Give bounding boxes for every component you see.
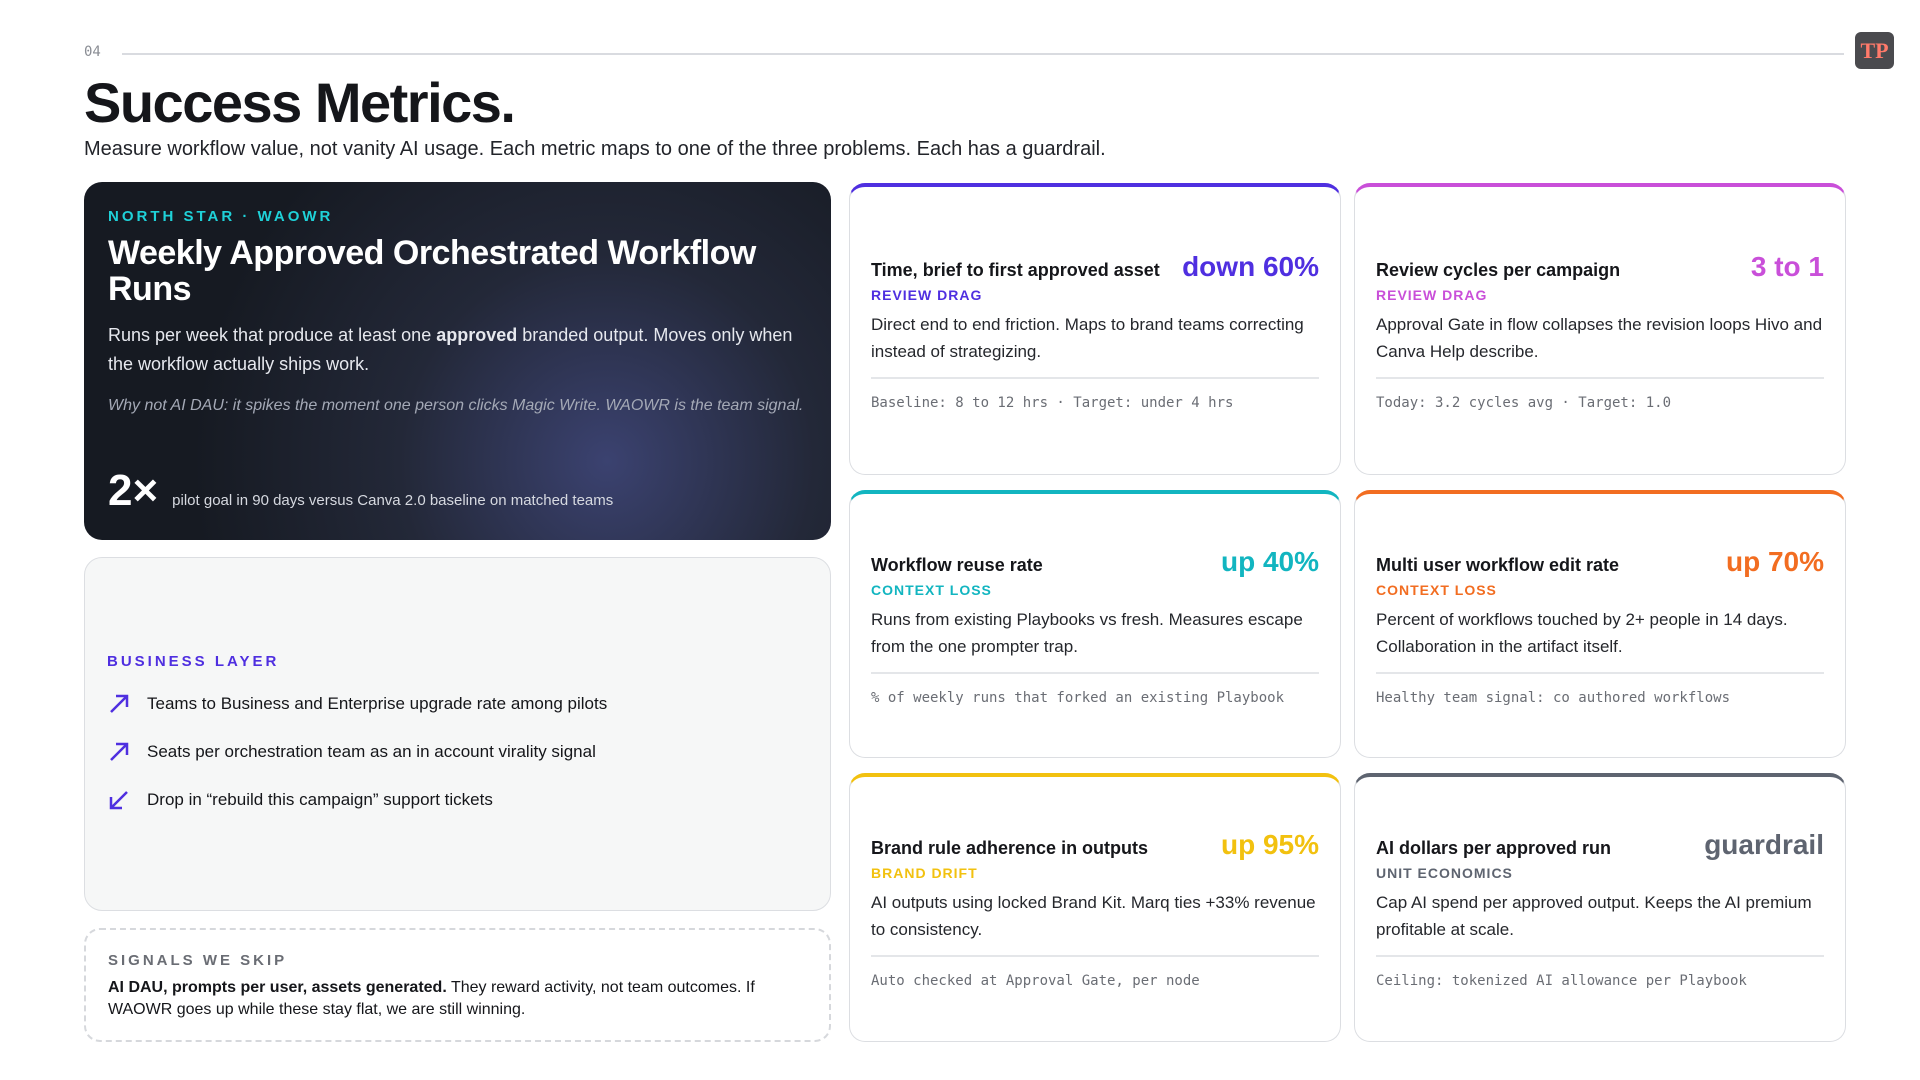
metric-card: Time, brief to first approved asset down … xyxy=(849,183,1341,475)
item-text: Drop in “rebuild this campaign” support … xyxy=(147,790,493,809)
metric-title: AI dollars per approved run xyxy=(1376,838,1612,858)
subtitle: Measure workflow value, not vanity AI us… xyxy=(84,138,1106,160)
metric-header: Review cycles per campaign 3 to 1 xyxy=(1376,251,1824,283)
north-star-card: NORTH STAR · WAOWR Weekly Approved Orche… xyxy=(84,182,831,540)
metric-header: Multi user workflow edit rate up 70% xyxy=(1376,546,1824,578)
metric-description: Approval Gate in flow collapses the revi… xyxy=(1376,314,1823,361)
metric-description: Cap AI spend per approved output. Keeps … xyxy=(1376,893,1812,939)
metric-header: Time, brief to first approved asset down … xyxy=(871,251,1319,283)
metric-footer: Today: 3.2 cycles avg · Target: 1.0 xyxy=(1376,394,1672,411)
arrow-up-icon xyxy=(110,694,129,713)
metric-value: guardrail xyxy=(1704,829,1824,860)
metric-footer: Ceiling: tokenized AI allowance per Play… xyxy=(1376,973,1747,989)
metric-card: Review cycles per campaign 3 to 1 REVIEW D… xyxy=(1354,183,1846,475)
metric-header: Workflow reuse rate up 40% xyxy=(871,546,1319,578)
description: Runs per week that produce at least one … xyxy=(108,321,807,379)
divider xyxy=(1376,955,1824,957)
section-heading: BUSINESS LAYER xyxy=(107,653,280,670)
list-item: Seats per orchestration team as an in ac… xyxy=(107,728,808,776)
metric-tag: BRAND DRIFT xyxy=(871,865,978,881)
metric-description: Percent of workflows touched by 2+ peopl… xyxy=(1376,609,1788,656)
eyebrow: NORTH STAR · WAOWR xyxy=(108,208,334,225)
metric-header: AI dollars per approved run guardrail xyxy=(1376,829,1824,861)
metric-title: Multi user workflow edit rate xyxy=(1376,554,1620,575)
metric-tag: REVIEW DRAG xyxy=(871,286,983,303)
metric-footer: Baseline: 8 to 12 hrs · Target: under 4 … xyxy=(871,394,1234,411)
text: They reward activity, not team outcomes.… xyxy=(108,979,755,1018)
metric-tag: CONTEXT LOSS xyxy=(871,581,992,598)
arrow-down-icon xyxy=(109,791,128,810)
metric-card: Brand rule adherence in outputs up 95% BRA… xyxy=(849,773,1341,1042)
body: AI DAU, prompts per user, assets generat… xyxy=(108,977,807,1021)
metric-description: AI outputs using locked Brand Kit. Marq … xyxy=(871,893,1316,939)
divider xyxy=(1376,376,1824,379)
metric-tag: REVIEW DRAG xyxy=(1376,286,1488,303)
metric-value: up 40% xyxy=(1220,545,1319,577)
stat-caption: pilot goal in 90 days versus Canva 2.0 b… xyxy=(172,492,614,509)
signals-skip-card: SIGNALS WE SKIP AI DAU, prompts per user… xyxy=(84,928,831,1042)
card-title: Weekly Approved Orchestrated Workflow Ru… xyxy=(108,234,756,308)
metric-title: Review cycles per campaign xyxy=(1376,259,1621,280)
list: Teams to Business and Enterprise upgrade… xyxy=(107,680,808,824)
metric-footer: % of weekly runs that forked an existing… xyxy=(871,689,1285,706)
text: Runs per week that produce at least one xyxy=(108,325,437,345)
metric-value: down 60% xyxy=(1182,250,1319,282)
metric-card: Workflow reuse rate up 40% CONTEXT LOSS Run… xyxy=(849,490,1341,758)
page-number: 04 xyxy=(84,44,101,60)
metric-value: up 95% xyxy=(1220,829,1319,860)
text: branded output. Moves only when the work… xyxy=(108,325,793,374)
item-text: Seats per orchestration team as an in ac… xyxy=(147,742,596,761)
metric-card: AI dollars per approved run guardrail UNIT… xyxy=(1354,773,1846,1042)
logo: TP xyxy=(1855,32,1894,69)
metric-tag: CONTEXT LOSS xyxy=(1376,581,1497,598)
metric-value: up 70% xyxy=(1725,545,1824,577)
stat: 2× pilot goal in 90 days versus Canva 2.… xyxy=(108,466,613,516)
metric-header: Brand rule adherence in outputs up 95% xyxy=(871,829,1319,861)
stat-value: 2× xyxy=(108,466,159,515)
emphasis: AI DAU, prompts per user, assets generat… xyxy=(108,979,447,996)
metric-tag: UNIT ECONOMICS xyxy=(1376,865,1513,881)
divider xyxy=(871,376,1319,379)
list-item: Drop in “rebuild this campaign” support … xyxy=(107,776,808,824)
divider xyxy=(1376,671,1824,674)
list-item: Teams to Business and Enterprise upgrade… xyxy=(107,680,808,728)
note: Why not AI DAU: it spikes the moment one… xyxy=(108,397,804,414)
metric-footer: Auto checked at Approval Gate, per node xyxy=(871,973,1200,989)
business-layer-card: BUSINESS LAYER Teams to Business and Ent… xyxy=(84,557,831,911)
metric-value: 3 to 1 xyxy=(1750,250,1824,282)
divider xyxy=(871,955,1319,957)
metric-footer: Healthy team signal: co authored workflo… xyxy=(1376,689,1731,706)
metric-card: Multi user workflow edit rate up 70% CONTE… xyxy=(1354,490,1846,758)
header-rule xyxy=(122,53,1844,55)
metric-description: Direct end to end friction. Maps to bran… xyxy=(871,314,1304,361)
metric-title: Brand rule adherence in outputs xyxy=(871,838,1149,858)
arrow-up-icon xyxy=(110,742,129,761)
section-heading: SIGNALS WE SKIP xyxy=(108,952,288,969)
metric-title: Workflow reuse rate xyxy=(871,554,1043,575)
divider xyxy=(871,671,1319,674)
emphasis: approved xyxy=(436,325,518,345)
metric-description: Runs from existing Playbooks vs fresh. M… xyxy=(871,609,1303,656)
item-text: Teams to Business and Enterprise upgrade… xyxy=(147,694,608,713)
title: Success Metrics. xyxy=(84,71,516,134)
metric-title: Time, brief to first approved asset xyxy=(871,259,1160,280)
